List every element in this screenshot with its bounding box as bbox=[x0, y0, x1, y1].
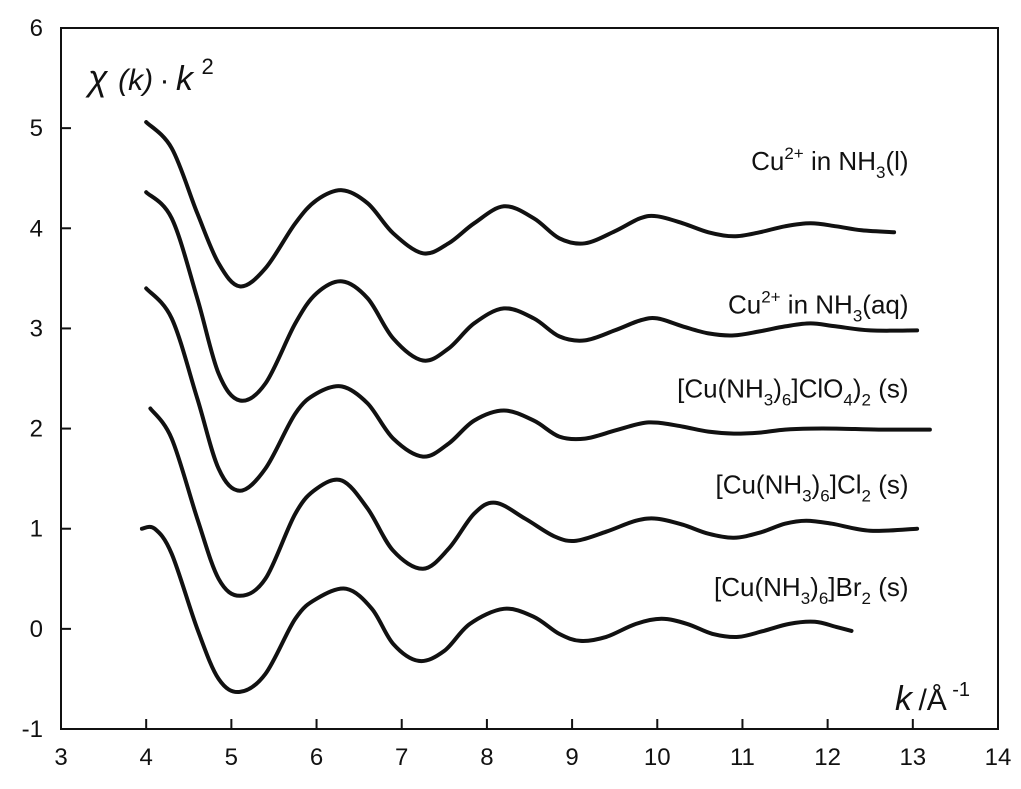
series-label-part: 6 bbox=[782, 391, 791, 410]
x-axis-title-k: k bbox=[895, 680, 914, 718]
x-tick-label: 3 bbox=[54, 744, 67, 771]
x-tick-label: 7 bbox=[395, 744, 408, 771]
series-label-part: [Cu(NH bbox=[714, 572, 801, 602]
y-axis-title-chi: χ bbox=[85, 57, 109, 98]
x-axis: 3 4 5 6 7 8 9 10 11 12 13 14 bbox=[54, 719, 1011, 771]
series-label-part: 2+ bbox=[761, 287, 780, 306]
series-label-part: (l) bbox=[885, 146, 908, 176]
series-label-part: 2 bbox=[862, 391, 871, 410]
y-tick-label: 3 bbox=[30, 315, 43, 342]
series-label-part: (s) bbox=[871, 572, 909, 602]
x-tick-label: 6 bbox=[310, 744, 323, 771]
series-label-part: (aq) bbox=[862, 289, 908, 319]
series-label: Cu2+ in NH3(l) bbox=[751, 144, 908, 182]
series-label-part: 3 bbox=[876, 163, 885, 182]
series-curves bbox=[139, 120, 932, 695]
series-label: [Cu(NH3)6]ClO4)2 (s) bbox=[677, 374, 908, 410]
series-label-part: ) bbox=[810, 572, 819, 602]
y-axis-title-exp: 2 bbox=[201, 54, 213, 79]
y-tick-label: 2 bbox=[30, 416, 43, 443]
series-label-part: 2+ bbox=[784, 144, 803, 163]
y-axis-title-arg: (k) bbox=[118, 64, 153, 97]
x-axis-title: k /Å -1 bbox=[895, 679, 970, 718]
x-tick-label: 5 bbox=[225, 744, 238, 771]
y-tick-label: -1 bbox=[22, 716, 43, 743]
series-label: [Cu(NH3)6]Br2 (s) bbox=[714, 572, 909, 608]
series-label-part: Cu bbox=[728, 289, 761, 319]
series-label-part: Cu bbox=[751, 146, 784, 176]
series-label-part: 6 bbox=[820, 487, 829, 506]
x-axis-title-unit: /Å bbox=[918, 684, 946, 717]
series-label-part: 3 bbox=[802, 487, 811, 506]
x-axis-title-exp: -1 bbox=[952, 679, 970, 701]
x-tick-label: 4 bbox=[140, 744, 153, 771]
series-label-part: 3 bbox=[801, 589, 810, 608]
y-tick-label: 6 bbox=[30, 15, 43, 42]
series-label-part: ]Cl bbox=[830, 470, 862, 500]
series-label-part: ) bbox=[773, 374, 782, 404]
series-line bbox=[139, 524, 854, 695]
series-label-part: 6 bbox=[819, 589, 828, 608]
series-label-part: 3 bbox=[853, 306, 862, 325]
x-tick-label: 9 bbox=[565, 744, 578, 771]
series-line bbox=[144, 286, 932, 493]
series-label-part: ) bbox=[853, 374, 862, 404]
series-line bbox=[144, 190, 920, 403]
plot-frame bbox=[60, 27, 999, 730]
x-tick-label: 13 bbox=[899, 744, 926, 771]
series-label-part: ]ClO bbox=[791, 374, 843, 404]
series-label-part: ) bbox=[812, 470, 821, 500]
y-tick-label: 0 bbox=[30, 616, 43, 643]
series-label-part: [Cu(NH bbox=[677, 374, 764, 404]
series-line bbox=[144, 120, 897, 289]
series-line bbox=[148, 406, 920, 598]
series-label-part: ]Br bbox=[828, 572, 862, 602]
series-label-part: 2 bbox=[862, 487, 871, 506]
series-label: [Cu(NH3)6]Cl2 (s) bbox=[715, 470, 908, 506]
series-label-part: (s) bbox=[871, 470, 909, 500]
x-tick-label: 8 bbox=[480, 744, 493, 771]
series-label-part: in NH bbox=[804, 146, 876, 176]
x-tick-label: 10 bbox=[644, 744, 671, 771]
x-tick-label: 14 bbox=[985, 744, 1012, 771]
y-axis-title: χ (k) · k 2 bbox=[85, 54, 214, 98]
series-label-part: (s) bbox=[871, 374, 909, 404]
series-label-part: [Cu(NH bbox=[715, 470, 802, 500]
y-tick-label: 1 bbox=[30, 516, 43, 543]
y-tick-label: 5 bbox=[30, 115, 43, 142]
y-tick-label: 4 bbox=[30, 215, 43, 242]
series-label-part: 2 bbox=[862, 589, 871, 608]
series-label-part: 4 bbox=[843, 391, 852, 410]
x-tick-label: 12 bbox=[814, 744, 841, 771]
series-label-part: in NH bbox=[781, 289, 853, 319]
series-labels: Cu2+ in NH3(l)Cu2+ in NH3(aq)[Cu(NH3)6]C… bbox=[677, 144, 908, 608]
y-axis-title-k: k bbox=[176, 60, 195, 98]
y-axis: -1 0 1 2 3 4 5 6 bbox=[22, 15, 71, 743]
y-axis-title-dot: · bbox=[160, 64, 170, 97]
series-label-part: 3 bbox=[764, 391, 773, 410]
series-label: Cu2+ in NH3(aq) bbox=[728, 287, 909, 325]
x-tick-label: 11 bbox=[730, 744, 755, 771]
